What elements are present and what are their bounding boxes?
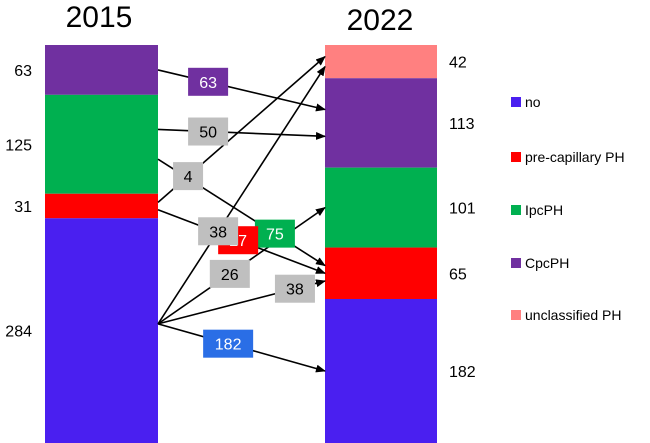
flow-value-ipcph-to-cpcph: 50 [199,125,217,142]
legend-swatch-cpcph [511,258,521,268]
right-column-title: 2022 [347,4,414,37]
flow-arrows [157,55,326,373]
flow-badge-no-to-pre-capillary-ph [274,274,315,303]
flow-badge-no-to-no [203,329,254,358]
left-segment-cpcph [45,45,158,95]
flow-arrow-no-to-unclassified-ph [157,65,326,325]
right-segment-cpcph [325,78,437,168]
right-count-unclassified-ph: 42 [449,55,467,72]
flow-arrow-cpcph-to-cpcph [157,69,326,112]
right-count-no: 182 [449,364,476,381]
legend-swatch-unclassified-ph [511,310,521,320]
flow-badge-pre-capillary-ph-to-unclassified-ph [173,162,204,191]
flow-value-no-to-pre-capillary-ph: 38 [286,282,304,299]
flow-arrow-ipcph-to-cpcph [157,128,326,140]
right-count-pre-capillary-ph: 65 [449,266,467,283]
flow-value-no-to-ipcph: 26 [221,267,239,284]
flow-value-ipcph-to-pre-capillary-ph: 75 [266,227,284,244]
right-segment-pre-capillary-ph [325,247,437,299]
left-count-ipcph: 125 [5,137,32,154]
right-segment-no [325,298,437,443]
flow-value-cpcph-to-cpcph: 63 [199,75,217,92]
right-segment-unclassified-ph [325,45,437,79]
left-count-no: 284 [5,324,32,341]
right-stack: 42 113 101 65 182 [325,45,476,443]
left-segment-pre-capillary-ph [45,193,158,219]
flow-badge-no-to-ipcph [209,259,250,288]
legend-label-unclassified-ph: unclassified PH [525,307,622,323]
flow-value-no-to-no: 182 [215,337,242,354]
left-stack: 63 125 31 284 [5,45,158,443]
flow-value-no-to-unclassified-ph: 38 [209,224,227,241]
legend-label-cpcph: CpcPH [525,255,569,271]
flow-badge-no-to-unclassified-ph [198,217,239,246]
left-segment-no [45,218,158,443]
left-count-pre-capillary-ph: 31 [14,199,32,216]
flow-badge-ipcph-to-pre-capillary-ph [254,219,295,248]
legend-label-pre-capillary-ph: pre-capillary PH [525,149,625,165]
right-count-cpcph: 113 [449,116,475,133]
right-count-ipcph: 101 [449,201,476,218]
legend-label-ipcph: IpcPH [525,202,563,218]
flow-value-pre-capillary-ph-to-unclassified-ph: 4 [184,169,193,186]
legend-swatch-pre-capillary-ph [511,152,521,162]
legend-swatch-no [511,97,521,107]
legend: no pre-capillary PH IpcPH CpcPH unclassified… [511,94,625,323]
left-segment-ipcph [45,94,158,194]
legend-label-no: no [525,94,541,110]
right-segment-ipcph [325,167,437,248]
left-count-cpcph: 63 [14,63,32,80]
flow-badge-cpcph-to-cpcph [188,67,229,96]
flow-badge-ipcph-to-cpcph [188,117,229,146]
legend-swatch-ipcph [511,205,521,215]
left-column-title: 2015 [66,1,133,34]
